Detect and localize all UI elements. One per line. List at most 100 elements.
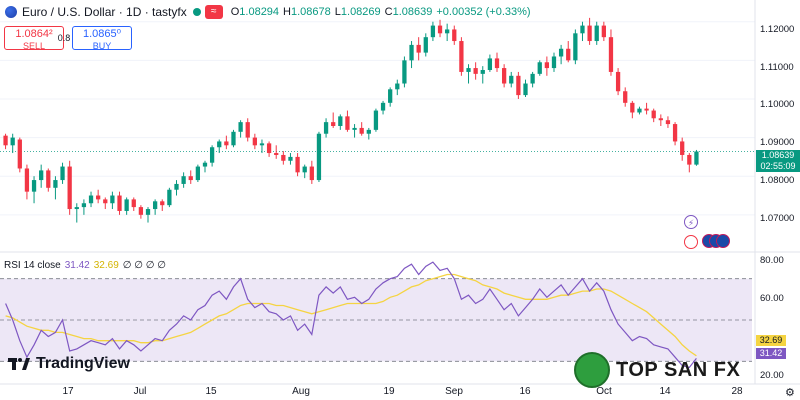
candle-body	[537, 62, 542, 74]
candle-body	[88, 195, 94, 204]
time-axis-label: Aug	[292, 386, 310, 397]
last-price: 1.08639	[761, 150, 795, 160]
coin-event-icon[interactable]	[716, 234, 730, 248]
time-axis-label: 16	[519, 386, 531, 397]
ohlc-open: O1.08294	[230, 6, 280, 18]
time-axis-label: Sep	[445, 386, 463, 397]
bar-countdown: 02:55:09	[760, 161, 796, 171]
grid	[0, 21, 755, 216]
rsi-name: RSI 14 close	[4, 260, 61, 271]
candle-body	[181, 176, 186, 184]
buy-button[interactable]: 1.0865⁰ BUY	[72, 26, 132, 51]
candle-body	[3, 135, 8, 146]
candle-body	[224, 141, 229, 146]
candle-body	[39, 170, 44, 181]
rsi-ma-line	[5, 273, 697, 357]
candle-body	[601, 25, 606, 38]
candle-body	[501, 68, 507, 84]
candle-body	[31, 180, 37, 192]
symbol-legend[interactable]: Euro / U.S. Dollar · 1D · tastyfx ≈ O1.0…	[4, 4, 531, 20]
candle-body	[594, 25, 599, 42]
candle-body	[46, 170, 51, 188]
tradingview-mark-icon	[8, 358, 30, 370]
candle-body	[96, 195, 101, 200]
rsi-axis-label: 80.00	[760, 255, 784, 266]
candle-body	[245, 122, 250, 138]
time-axis-label: 14	[659, 386, 671, 397]
watermark: TOP SAN FX	[574, 352, 740, 388]
price-axis-label: 1.07000	[760, 213, 795, 224]
rsi-value: 31.42	[64, 260, 90, 271]
candle-body	[551, 56, 557, 69]
candle-body	[544, 62, 550, 69]
buy-price: 1.0865⁰	[82, 28, 122, 40]
us-flag-event-icon[interactable]	[684, 235, 698, 249]
candle-body	[24, 168, 30, 192]
market-status-icon[interactable]	[192, 8, 201, 16]
candle-body	[480, 70, 485, 74]
candle-body	[274, 153, 279, 155]
candle-body	[587, 25, 592, 42]
watermark-text: TOP SAN FX	[616, 358, 741, 381]
lightning-icon[interactable]: ⚡	[684, 215, 698, 229]
candle-body	[416, 44, 421, 53]
candle-body	[167, 189, 172, 206]
candle-body	[259, 143, 265, 146]
candle-body	[409, 44, 414, 61]
candle-body	[423, 37, 428, 53]
candle-body	[687, 154, 692, 165]
price-axis-label: 1.11000	[760, 62, 794, 73]
indicator-chip-icon[interactable]: ≈	[204, 5, 223, 19]
candle-body	[217, 141, 222, 148]
rsi-axis-label: 60.00	[760, 293, 784, 304]
candle-body	[302, 166, 307, 173]
candle-body	[266, 143, 272, 154]
candle-body	[459, 41, 464, 72]
time-axis-label: Jul	[133, 386, 147, 397]
spread-value: 0.8	[57, 33, 71, 43]
candle-body	[103, 199, 108, 204]
candle-body	[630, 102, 635, 113]
candle-body	[110, 195, 115, 204]
candle-body	[452, 29, 457, 42]
candle-body	[124, 199, 129, 211]
candle-body	[117, 195, 122, 211]
candle-body	[81, 203, 87, 208]
candle-body	[665, 120, 671, 125]
last-price-tag: 1.08639 02:55:09	[756, 150, 800, 172]
candle-body	[74, 207, 79, 210]
candle-body	[680, 141, 685, 155]
time-axis-label: 15	[205, 386, 217, 397]
rsi-extra-values: ∅ ∅ ∅ ∅	[122, 260, 166, 271]
tradingview-logo[interactable]: TradingView	[8, 355, 130, 373]
candle-body	[67, 166, 72, 210]
tradingview-logo-text: TradingView	[36, 355, 130, 372]
candle-body	[323, 122, 329, 134]
price-axis-label: 1.09000	[760, 137, 795, 148]
candle-body	[644, 108, 649, 111]
candle-body	[366, 129, 371, 134]
candle-body	[131, 199, 136, 208]
rsi-tag: 31.42	[756, 348, 786, 359]
candle-body	[437, 25, 443, 34]
rsi-legend[interactable]: RSI 14 close 31.42 32.69 ∅ ∅ ∅ ∅	[4, 260, 166, 271]
candle-body	[60, 166, 65, 181]
candle-body	[573, 33, 578, 61]
candle-body	[188, 176, 193, 181]
gear-icon[interactable]: ⚙	[785, 387, 795, 399]
symbol-title[interactable]: Euro / U.S. Dollar · 1D · tastyfx	[22, 5, 187, 19]
watermark-globe-icon	[574, 352, 610, 388]
candle-series	[3, 17, 699, 223]
candle-body	[209, 147, 215, 163]
candle-body	[309, 166, 314, 181]
candle-body	[672, 124, 678, 142]
candle-body	[53, 180, 58, 188]
candle-body	[651, 110, 656, 119]
pane-separators	[0, 0, 800, 385]
candle-body	[445, 29, 450, 34]
candle-body	[138, 207, 144, 215]
buy-label: BUY	[92, 41, 112, 51]
sell-button[interactable]: 1.0864² SELL	[4, 26, 64, 51]
